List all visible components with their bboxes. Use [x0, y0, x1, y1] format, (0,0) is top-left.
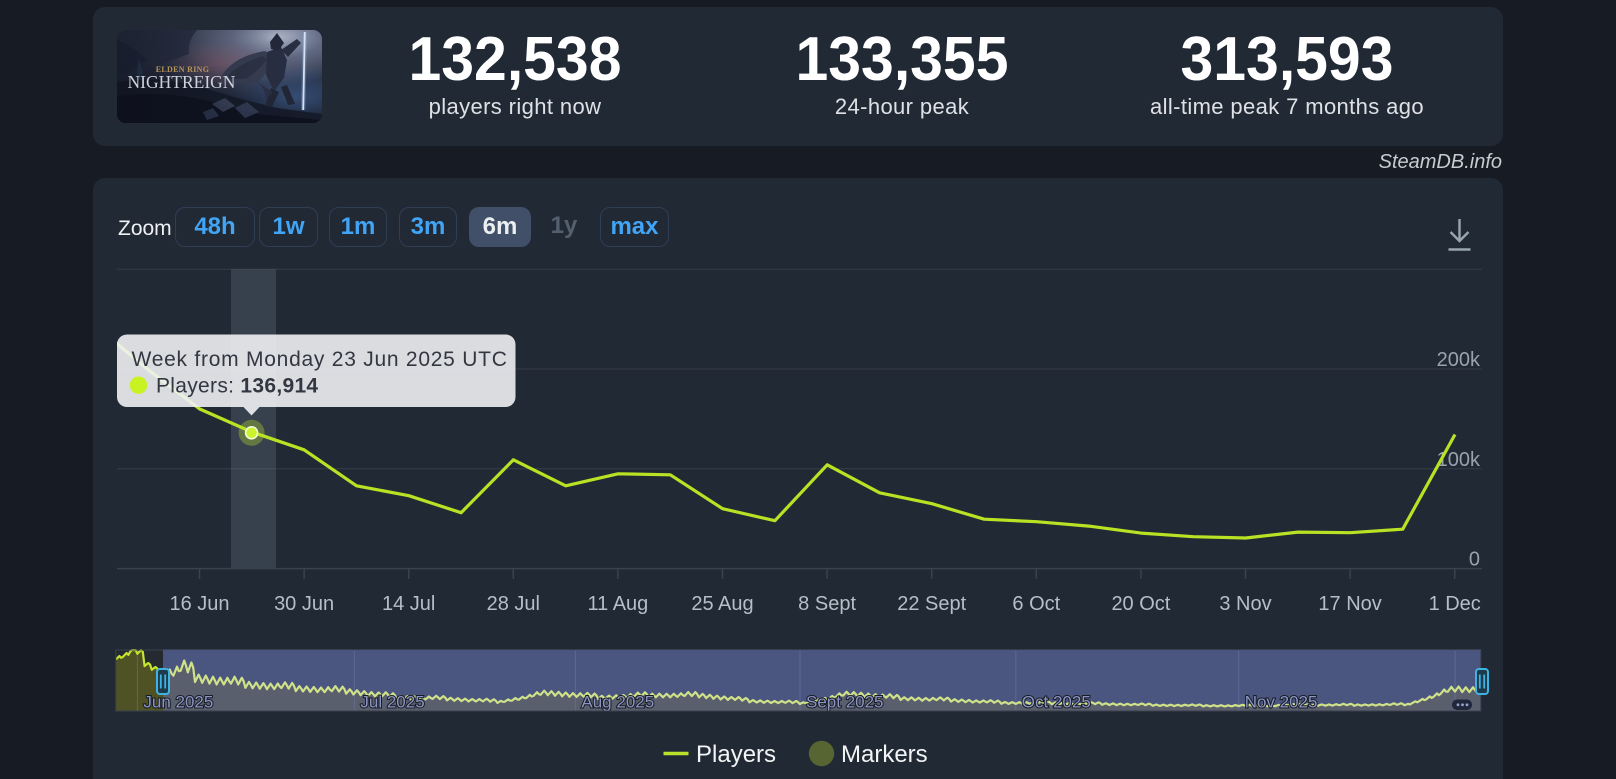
svg-text:Oct 2025: Oct 2025 — [1022, 693, 1091, 712]
svg-text:16 Jun: 16 Jun — [169, 593, 229, 615]
svg-text:Aug 2025: Aug 2025 — [581, 693, 654, 712]
svg-text:200k: 200k — [1437, 349, 1481, 371]
svg-text:Jun 2025: Jun 2025 — [143, 693, 213, 712]
svg-text:ELDEN RING: ELDEN RING — [156, 65, 209, 74]
svg-text:25 Aug: 25 Aug — [691, 593, 753, 615]
svg-text:28 Jul: 28 Jul — [487, 593, 540, 615]
svg-text:20 Oct: 20 Oct — [1111, 593, 1170, 615]
svg-text:17 Nov: 17 Nov — [1318, 593, 1381, 615]
svg-text:1 Dec: 1 Dec — [1429, 593, 1481, 615]
svg-text:30 Jun: 30 Jun — [274, 593, 334, 615]
svg-text:Players: Players — [696, 741, 776, 768]
svg-text:Sept 2025: Sept 2025 — [806, 693, 884, 712]
svg-text:Markers: Markers — [841, 741, 928, 768]
svg-text:Week from Monday 23 Jun 2025 U: Week from Monday 23 Jun 2025 UTC — [132, 348, 508, 371]
svg-text:NIGHTREIGN: NIGHTREIGN — [128, 72, 236, 92]
svg-text:22 Sept: 22 Sept — [897, 593, 966, 615]
svg-text:3 Nov: 3 Nov — [1219, 593, 1271, 615]
svg-text:Players: 136,914: Players: 136,914 — [156, 375, 318, 398]
svg-text:Jul 2025: Jul 2025 — [360, 693, 424, 712]
svg-text:6 Oct: 6 Oct — [1012, 593, 1060, 615]
svg-text:8 Sept: 8 Sept — [798, 593, 856, 615]
svg-text:Nov 2025: Nov 2025 — [1245, 693, 1318, 712]
svg-text:0: 0 — [1469, 549, 1480, 571]
svg-text:11 Aug: 11 Aug — [587, 593, 648, 615]
svg-text:14 Jul: 14 Jul — [382, 593, 435, 615]
svg-text:100k: 100k — [1437, 449, 1481, 471]
